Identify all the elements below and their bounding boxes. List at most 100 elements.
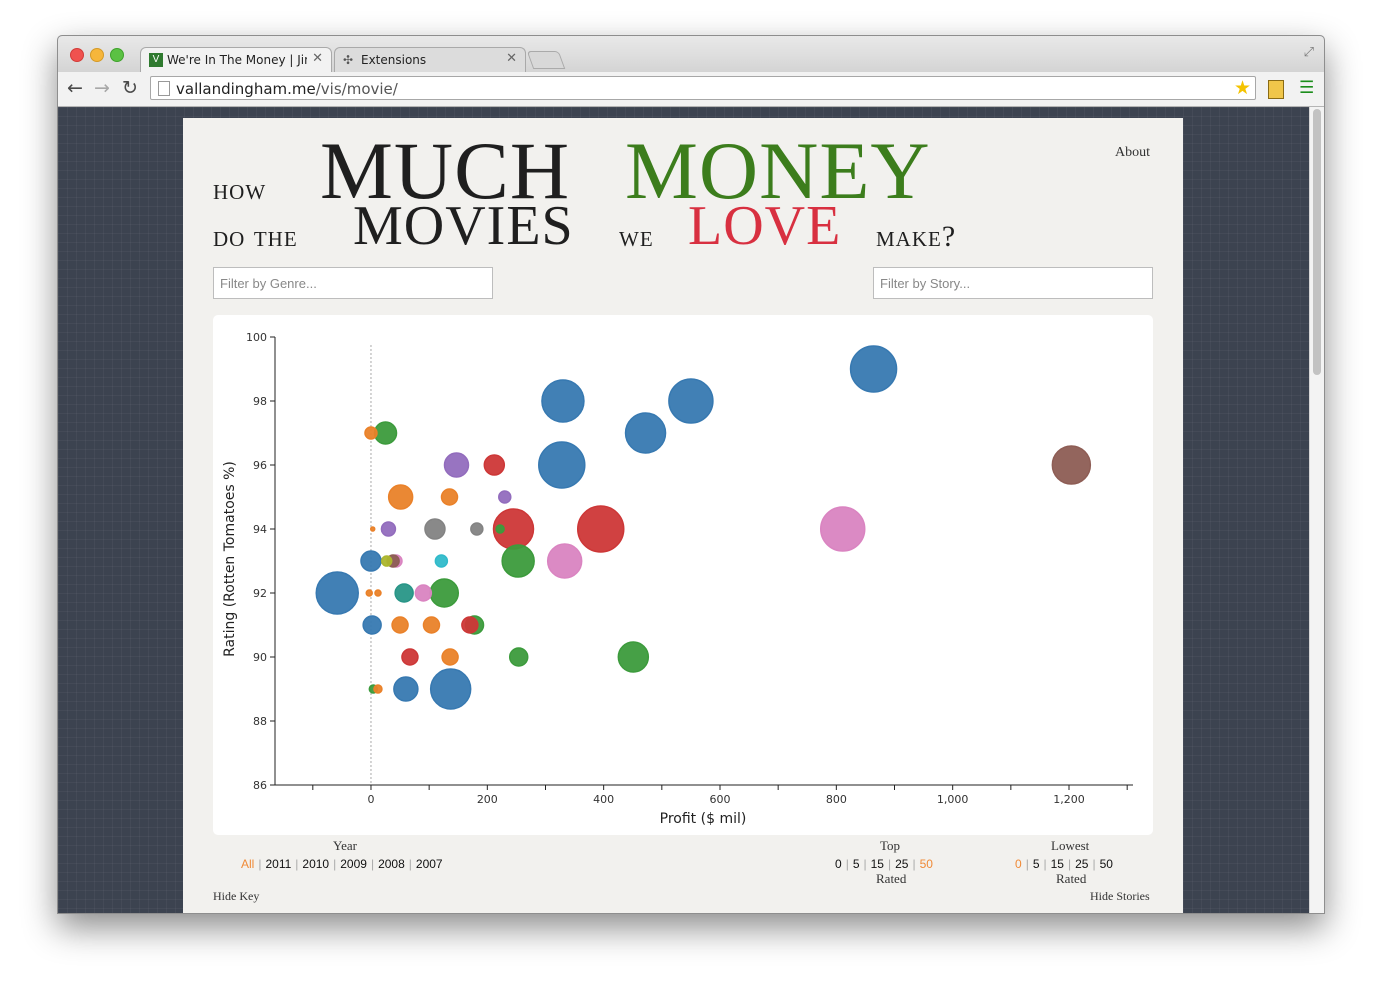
option-separator: | xyxy=(295,857,299,871)
movie-bubble[interactable] xyxy=(441,648,459,666)
top-rated-option[interactable]: 25 xyxy=(895,857,909,871)
y-tick-label: 90 xyxy=(253,651,267,664)
bookmark-star-icon[interactable]: ★ xyxy=(1233,77,1251,99)
movie-bubble[interactable] xyxy=(362,615,382,635)
movie-bubble[interactable] xyxy=(374,589,382,597)
movie-bubble[interactable] xyxy=(501,544,535,578)
scatter-chart: 86 88 90 92 94 96 98 100 0 200 400 600 800 1,000 1,20… xyxy=(222,331,1133,827)
title-word-movies: MOVIES xyxy=(353,195,574,257)
close-tab-icon[interactable]: ✕ xyxy=(312,51,323,66)
x-tick-label: 800 xyxy=(826,793,847,806)
movie-bubble[interactable] xyxy=(819,506,866,552)
movie-bubble[interactable] xyxy=(373,684,383,694)
year-option[interactable]: 2008 xyxy=(378,857,405,871)
year-option[interactable]: All xyxy=(241,857,255,871)
v-favicon-icon: V xyxy=(149,53,163,67)
maximize-window-button[interactable] xyxy=(110,48,124,62)
reload-icon[interactable]: ↻ xyxy=(122,77,138,99)
movie-bubble[interactable] xyxy=(617,641,650,673)
y-tick-label: 94 xyxy=(253,523,267,536)
top-rated-option[interactable]: 5 xyxy=(852,857,860,871)
lowest-rated-option[interactable]: 5 xyxy=(1032,857,1040,871)
x-tick-label: 0 xyxy=(367,793,374,806)
x-tick-label: 200 xyxy=(477,793,498,806)
movie-bubble[interactable] xyxy=(360,550,382,572)
movie-bubble[interactable] xyxy=(387,484,414,510)
tab-movie-vis[interactable]: V We're In The Money | Jim V ✕ xyxy=(140,47,332,72)
year-option[interactable]: 2010 xyxy=(302,857,330,871)
hide-key-link[interactable]: Hide Key xyxy=(213,889,260,903)
y-tick-label: 88 xyxy=(253,715,267,728)
movie-bubble[interactable] xyxy=(849,345,898,393)
movie-bubble[interactable] xyxy=(373,421,398,445)
movie-bubble[interactable] xyxy=(546,543,583,579)
movie-bubble[interactable] xyxy=(470,522,484,536)
movie-bubble[interactable] xyxy=(495,524,505,534)
movie-bubble[interactable] xyxy=(624,412,667,454)
genre-filter-input[interactable] xyxy=(213,267,493,299)
scrollbar[interactable] xyxy=(1309,107,1324,913)
page-icon xyxy=(158,81,170,96)
movie-bubble[interactable] xyxy=(483,454,506,476)
movie-bubble[interactable] xyxy=(498,490,512,504)
extension-icon[interactable] xyxy=(1268,80,1284,99)
y-axis: 86 88 90 92 94 96 98 100 xyxy=(246,331,276,792)
movie-bubble[interactable] xyxy=(538,441,586,489)
movie-bubble[interactable] xyxy=(443,452,470,478)
movie-bubble[interactable] xyxy=(429,668,472,710)
movie-bubble[interactable] xyxy=(576,505,625,553)
top-rated-option[interactable]: 50 xyxy=(919,857,933,871)
x-axis-title: Profit ($ mil) xyxy=(660,811,747,827)
scrollbar-thumb[interactable] xyxy=(1313,109,1321,375)
year-option[interactable]: 2011 xyxy=(265,857,292,871)
lowest-rated-option[interactable]: 0 xyxy=(1015,857,1022,871)
forward-icon[interactable]: → xyxy=(94,77,110,99)
lowest-rated-option[interactable]: 15 xyxy=(1050,857,1064,871)
year-option[interactable]: 2007 xyxy=(415,857,443,871)
tab-extensions[interactable]: ✣ Extensions ✕ xyxy=(334,47,526,72)
back-icon[interactable]: ← xyxy=(67,77,83,99)
movie-bubble[interactable] xyxy=(365,589,373,597)
movie-bubble[interactable] xyxy=(429,578,460,608)
movie-bubble[interactable] xyxy=(380,555,393,567)
new-tab-button[interactable] xyxy=(526,51,566,69)
movie-bubble[interactable] xyxy=(364,426,378,440)
story-filter-input[interactable] xyxy=(873,267,1153,299)
movie-bubble[interactable] xyxy=(414,584,433,602)
movie-bubble[interactable] xyxy=(369,526,376,532)
close-tab-icon[interactable]: ✕ xyxy=(506,51,517,66)
movie-bubble[interactable] xyxy=(401,648,419,666)
movie-bubble[interactable] xyxy=(394,583,414,603)
top-rated-label: Rated xyxy=(876,871,907,886)
y-tick-label: 98 xyxy=(253,395,267,408)
movie-bubble[interactable] xyxy=(668,378,714,424)
address-bar[interactable]: vallandingham.me/vis/movie/ ★ xyxy=(150,76,1256,100)
movie-bubble[interactable] xyxy=(391,616,409,634)
lowest-rated-option[interactable]: 50 xyxy=(1099,857,1113,871)
close-window-button[interactable] xyxy=(70,48,84,62)
movie-bubble[interactable] xyxy=(461,616,479,634)
menu-icon[interactable]: ☰ xyxy=(1299,78,1315,98)
movie-bubble[interactable] xyxy=(424,518,446,540)
about-link[interactable]: About xyxy=(1115,145,1150,160)
movie-bubble[interactable] xyxy=(434,554,449,568)
year-option[interactable]: 2009 xyxy=(340,857,367,871)
tab-title: We're In The Money | Jim V xyxy=(167,53,307,67)
movie-bubble[interactable] xyxy=(315,571,359,615)
top-rated-option[interactable]: 0 xyxy=(835,857,842,871)
movie-bubble[interactable] xyxy=(541,379,585,423)
movie-bubble[interactable] xyxy=(393,676,419,702)
minimize-window-button[interactable] xyxy=(90,48,104,62)
fullscreen-icon[interactable]: ⤢ xyxy=(1303,45,1314,60)
movie-bubble[interactable] xyxy=(1051,445,1092,485)
lowest-rated-option[interactable]: 25 xyxy=(1075,857,1089,871)
title-word-love: LOVE xyxy=(688,195,842,257)
movie-bubble[interactable] xyxy=(380,521,397,537)
movie-bubble[interactable] xyxy=(422,616,441,634)
movie-bubble[interactable] xyxy=(440,488,459,506)
y-tick-label: 86 xyxy=(253,779,267,792)
hide-stories-link[interactable]: Hide Stories xyxy=(1090,889,1150,903)
movie-bubble[interactable] xyxy=(508,647,529,667)
title-word-we: we xyxy=(619,220,654,253)
top-rated-option[interactable]: 15 xyxy=(870,857,884,871)
